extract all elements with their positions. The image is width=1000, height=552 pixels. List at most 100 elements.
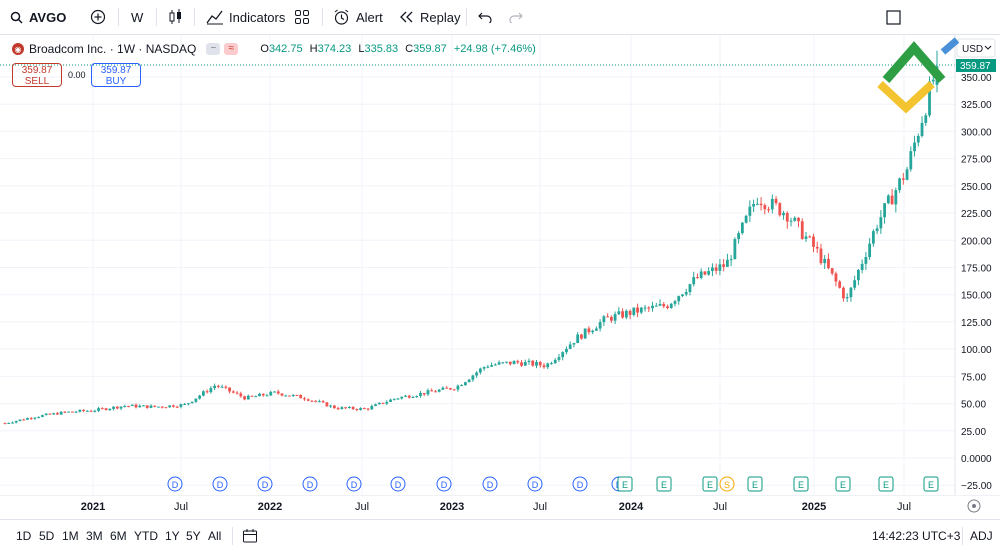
time-tick-label: Jul xyxy=(355,501,369,513)
candle xyxy=(662,301,666,309)
earnings-marker[interactable]: E xyxy=(702,476,718,492)
range-3m[interactable]: 3M xyxy=(86,529,103,543)
clock-timezone[interactable]: 14:42:23 UTC+3 xyxy=(872,529,961,543)
candle xyxy=(856,268,860,286)
candle xyxy=(441,386,445,391)
replay-button[interactable]: Replay xyxy=(399,0,460,34)
earnings-marker[interactable]: E xyxy=(923,476,939,492)
range-5d[interactable]: 5D xyxy=(39,529,55,543)
earnings-marker[interactable]: E xyxy=(793,476,809,492)
toolbar-divider xyxy=(962,527,963,545)
candle xyxy=(127,405,130,408)
alert-label: Alert xyxy=(356,9,383,25)
candle xyxy=(288,395,291,397)
dividend-marker[interactable]: D xyxy=(527,476,543,492)
interval-button[interactable]: W xyxy=(131,0,143,34)
dividend-marker[interactable]: D xyxy=(390,476,406,492)
svg-text:E: E xyxy=(752,480,758,490)
high-value: 374.23 xyxy=(317,43,352,55)
range-5y[interactable]: 5Y xyxy=(186,529,201,543)
candle xyxy=(157,406,160,408)
candle xyxy=(332,404,336,409)
candle xyxy=(3,422,7,425)
candle xyxy=(82,409,86,413)
earnings-marker[interactable]: E xyxy=(656,476,672,492)
indicators-button[interactable]: Indicators xyxy=(206,0,285,34)
bottom-toolbar: 1D 5D 1M 3M 6M YTD 1Y 5Y All 14:42:23 UT… xyxy=(0,519,1000,552)
candle xyxy=(482,366,486,371)
range-1y[interactable]: 1Y xyxy=(165,529,180,543)
time-tick-label: Jul xyxy=(174,501,188,513)
toolbar-divider xyxy=(118,8,119,26)
alert-button[interactable]: Alert xyxy=(333,0,383,34)
candle xyxy=(93,409,97,413)
grid-icon xyxy=(295,10,309,24)
dividend-marker[interactable]: D xyxy=(482,476,498,492)
dividend-marker[interactable]: D xyxy=(302,476,318,492)
price-tick-label: 200.00 xyxy=(961,236,992,247)
range-1m[interactable]: 1M xyxy=(62,529,79,543)
candle xyxy=(883,202,886,224)
candle xyxy=(767,206,770,213)
earnings-marker[interactable]: E xyxy=(878,476,894,492)
candle xyxy=(452,388,456,391)
earnings-marker[interactable]: E xyxy=(835,476,851,492)
plus-circle-icon xyxy=(90,9,106,25)
templates-button[interactable] xyxy=(294,0,310,34)
earnings-marker[interactable]: E xyxy=(617,476,633,492)
dividend-marker[interactable]: D xyxy=(572,476,588,492)
dividend-marker[interactable]: D xyxy=(257,476,273,492)
svg-text:E: E xyxy=(707,480,713,490)
approx-icon[interactable]: ≈ xyxy=(224,43,239,55)
axis-settings-button[interactable] xyxy=(967,499,981,513)
chart-type-button[interactable] xyxy=(168,0,184,34)
candle xyxy=(827,253,830,270)
price-chart[interactable]: DDDDDDDDDDDEEESEEEEE 350.00325.00300.002… xyxy=(0,35,1000,495)
legend-title[interactable]: Broadcom Inc. · 1W · NASDAQ xyxy=(29,42,197,56)
adj-toggle[interactable]: ADJ xyxy=(970,529,993,543)
candle xyxy=(546,362,550,370)
candle xyxy=(707,267,711,276)
candle xyxy=(284,394,288,397)
symbol-label: AVGO xyxy=(29,9,67,25)
range-all[interactable]: All xyxy=(208,529,222,543)
currency-selector[interactable]: USD xyxy=(956,38,996,58)
candle xyxy=(580,333,583,340)
candle xyxy=(508,361,512,366)
range-6m[interactable]: 6M xyxy=(110,529,127,543)
dividend-marker[interactable]: D xyxy=(436,476,452,492)
range-1d[interactable]: 1D xyxy=(16,529,32,543)
range-ytd[interactable]: YTD xyxy=(134,529,158,543)
compare-button[interactable] xyxy=(90,0,106,34)
dividend-marker[interactable]: D xyxy=(212,476,228,492)
time-tick-label: 2023 xyxy=(440,501,464,513)
candle xyxy=(864,251,868,270)
dividend-marker[interactable]: D xyxy=(346,476,362,492)
candle xyxy=(366,408,370,411)
minus-icon[interactable]: − xyxy=(206,43,221,55)
goto-date-button[interactable] xyxy=(242,520,258,552)
time-tick-label: 2024 xyxy=(619,501,644,513)
fullscreen-button[interactable] xyxy=(886,0,901,34)
event-markers: DDDDDDDDDDDEEESEEEEE xyxy=(167,476,939,492)
symbol-search[interactable]: AVGO xyxy=(10,0,66,34)
candle xyxy=(755,197,759,206)
split-marker[interactable]: S xyxy=(719,476,735,492)
candle xyxy=(85,410,89,412)
dividend-marker[interactable]: D xyxy=(167,476,183,492)
earnings-marker[interactable]: E xyxy=(747,476,763,492)
candle xyxy=(785,211,789,229)
price-tick-label: 225.00 xyxy=(961,209,992,220)
candle xyxy=(815,241,819,254)
redo-button[interactable] xyxy=(509,0,523,34)
undo-button[interactable] xyxy=(478,0,492,34)
candle xyxy=(303,396,306,401)
svg-text:E: E xyxy=(622,480,628,490)
time-axis[interactable]: 2021 Jul 2022 Jul 2023 Jul 2024 Jul 2025 Jul xyxy=(0,495,1000,519)
candle xyxy=(688,283,692,296)
spread-value: 0.00 xyxy=(68,70,86,80)
candle xyxy=(486,364,490,369)
sell-button[interactable]: 359.87 SELL xyxy=(12,63,62,87)
candle xyxy=(849,287,853,302)
buy-button[interactable]: 359.87 BUY xyxy=(91,63,141,87)
